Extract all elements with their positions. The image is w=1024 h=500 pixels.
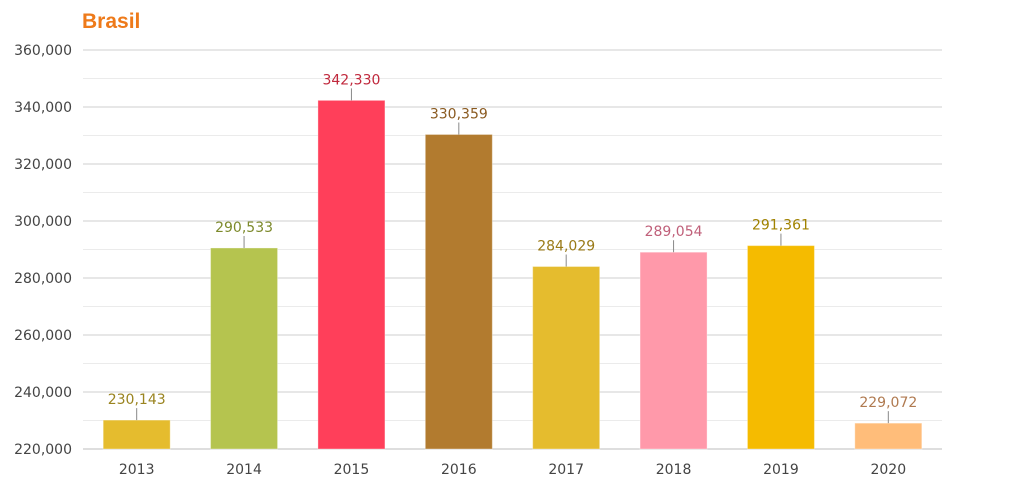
y-tick-label: 300,000 xyxy=(14,214,72,230)
bar-2018 xyxy=(639,251,708,450)
data-label: 290,533 xyxy=(215,220,273,236)
x-tick-label: 2020 xyxy=(870,462,906,478)
data-label: 330,359 xyxy=(430,106,488,122)
y-tick-label: 340,000 xyxy=(14,100,72,116)
x-tick-label: 2019 xyxy=(763,462,799,478)
data-label: 230,143 xyxy=(108,392,166,408)
data-label: 291,361 xyxy=(752,218,810,234)
bar-2014 xyxy=(210,247,279,450)
data-label: 284,029 xyxy=(537,239,595,255)
y-tick-label: 260,000 xyxy=(14,328,72,344)
data-label: 229,072 xyxy=(859,395,917,411)
x-tick-label: 2017 xyxy=(548,462,584,478)
y-tick-label: 360,000 xyxy=(14,43,72,59)
bar-2015 xyxy=(317,99,386,450)
data-label: 289,054 xyxy=(645,224,703,240)
y-tick-label: 240,000 xyxy=(14,385,72,401)
x-tick-label: 2016 xyxy=(441,462,477,478)
bar-2019 xyxy=(746,245,815,450)
bar-2013 xyxy=(102,419,171,450)
y-tick-label: 280,000 xyxy=(14,271,72,287)
bar-2016 xyxy=(424,133,493,450)
x-tick-label: 2014 xyxy=(226,462,262,478)
bar-2017 xyxy=(532,266,601,450)
x-tick-label: 2018 xyxy=(656,462,692,478)
x-tick-label: 2013 xyxy=(119,462,155,478)
y-tick-label: 320,000 xyxy=(14,157,72,173)
y-tick-label: 220,000 xyxy=(14,442,72,458)
chart-title: Brasil xyxy=(82,10,141,33)
data-label: 342,330 xyxy=(322,72,380,88)
bar-2020 xyxy=(854,422,923,450)
x-tick-label: 2015 xyxy=(334,462,370,478)
